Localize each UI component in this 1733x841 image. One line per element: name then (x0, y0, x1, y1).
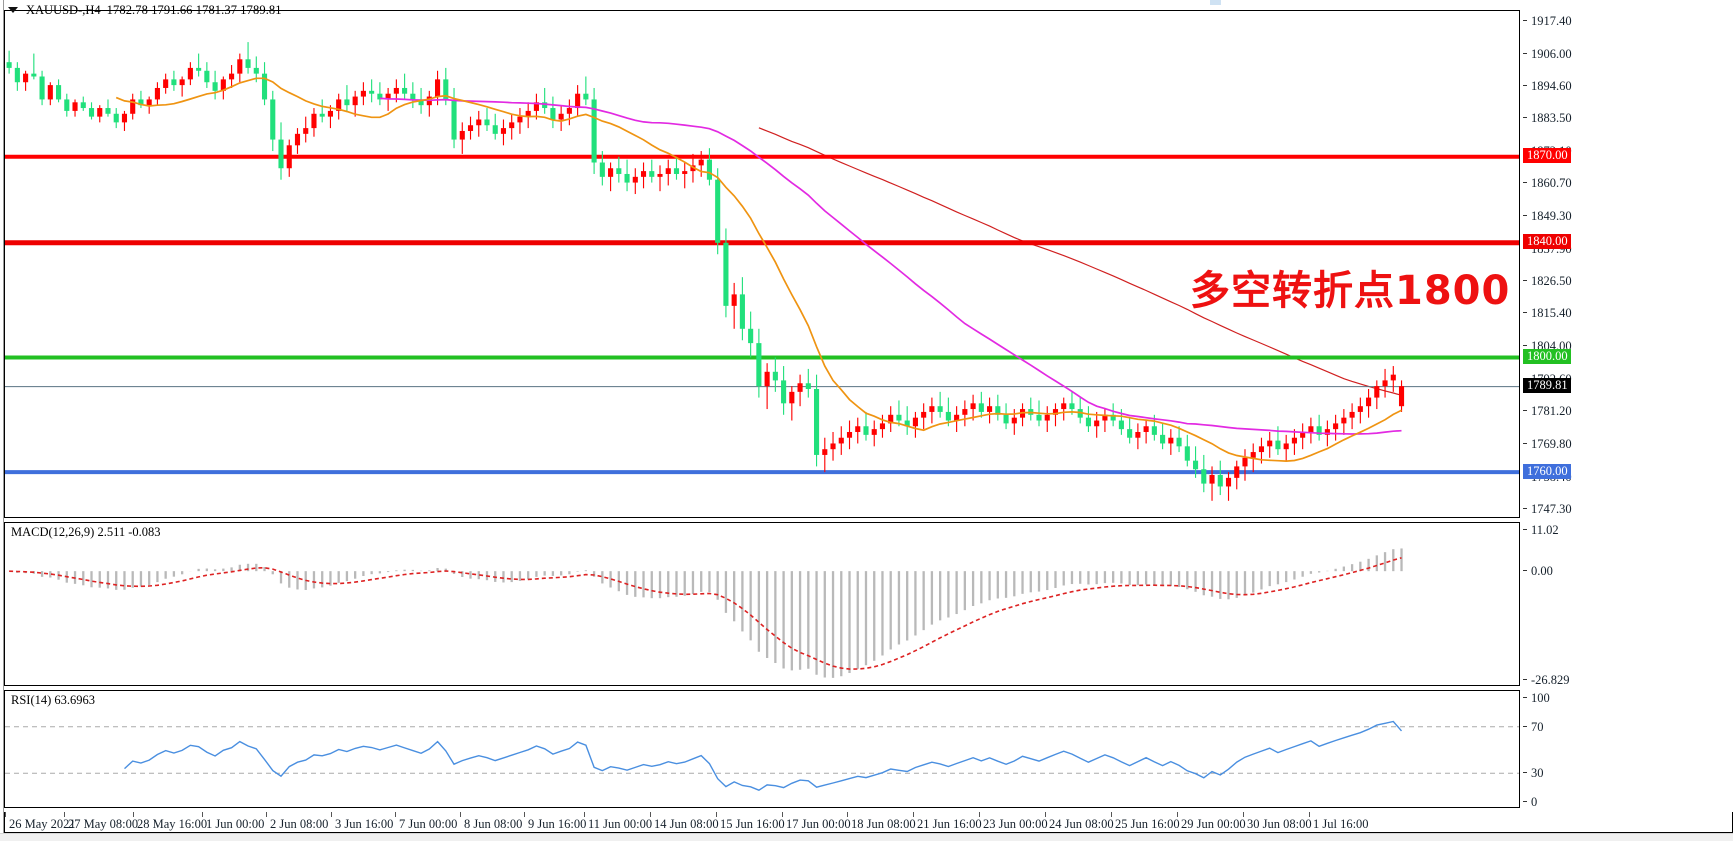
macd-title: MACD(12,26,9) 2.511 -0.083 (11, 525, 161, 539)
time-tick (1309, 812, 1310, 817)
time-tick (979, 812, 980, 817)
price-tick: 1906.00 (1522, 47, 1572, 61)
macd-tick: 11.02 (1522, 523, 1559, 537)
time-label: 14 Jun 08:00 (654, 817, 719, 831)
time-tick (460, 812, 461, 817)
time-tick (1045, 812, 1046, 817)
support-1760-tag[interactable]: 1760.00 (1523, 463, 1571, 479)
quote-bar: XAUUSD-,H4 1782.78 1791.66 1781.37 1789.… (8, 2, 282, 18)
time-label: 17 Jun 00:00 (786, 817, 851, 831)
rsi-tick: 30 (1522, 766, 1544, 780)
price-tick: 1826.50 (1522, 274, 1572, 288)
price-tick: 1894.60 (1522, 79, 1572, 93)
macd-tick: 0.00 (1522, 564, 1553, 578)
time-tick (650, 812, 651, 817)
time-tick (133, 812, 134, 817)
price-tick: 1769.80 (1522, 437, 1572, 451)
price-panel[interactable] (4, 10, 1520, 518)
time-label: 11 Jun 00:00 (588, 817, 653, 831)
price-tick: 1815.40 (1522, 306, 1572, 320)
current-price-line-tag[interactable]: 1789.81 (1523, 378, 1571, 394)
rsi-panel[interactable]: RSI(14) 63.6963 (4, 690, 1520, 808)
price-tick: 1781.20 (1522, 404, 1572, 418)
rsi-tick: 70 (1522, 720, 1544, 734)
time-tick (913, 812, 914, 817)
price-scale[interactable]: 1917.401906.001894.601883.501872.101860.… (1522, 10, 1733, 518)
rsi-plot-area[interactable] (5, 691, 1519, 807)
time-tick (395, 812, 396, 817)
time-tick (1111, 812, 1112, 817)
macd-panel[interactable]: MACD(12,26,9) 2.511 -0.083 (4, 522, 1520, 686)
rsi-tick: 0 (1522, 795, 1537, 809)
left-rail (0, 0, 4, 833)
chevron-down-icon[interactable] (8, 7, 18, 13)
time-label: 29 Jun 00:00 (1181, 817, 1246, 831)
ohlc-values: 1782.78 1791.66 1781.37 1789.81 (106, 2, 282, 17)
rsi-title: RSI(14) 63.6963 (11, 693, 96, 707)
macd-plot-area[interactable] (5, 523, 1519, 685)
time-label: 15 Jun 16:00 (720, 817, 785, 831)
time-tick (782, 812, 783, 817)
price-plot-area[interactable] (5, 11, 1519, 517)
time-label: 30 Jun 08:00 (1247, 817, 1312, 831)
time-label: 24 Jun 08:00 (1049, 817, 1114, 831)
price-tick: 1849.30 (1522, 209, 1572, 223)
top-scroll-marker[interactable] (1210, 0, 1221, 5)
time-label: 27 May 08:00 (68, 817, 139, 831)
pivot-1800-tag[interactable]: 1800.00 (1523, 348, 1571, 364)
time-label: 3 Jun 16:00 (335, 817, 394, 831)
horizontal-scrollbar[interactable] (0, 833, 1733, 841)
price-tick: 1747.30 (1522, 502, 1572, 516)
time-label: 18 Jun 08:00 (851, 817, 916, 831)
time-axis[interactable]: 26 May 2021 27 May 08:00 28 May 16:00 1 Jun… (4, 812, 1733, 833)
time-label: 7 Jun 00:00 (399, 817, 458, 831)
time-label: 21 Jun 16:00 (917, 817, 982, 831)
time-label: 26 May 2021 (9, 817, 76, 831)
time-tick (847, 812, 848, 817)
resistance-1840-tag[interactable]: 1840.00 (1523, 234, 1571, 250)
time-label: 9 Jun 16:00 (528, 817, 587, 831)
price-tick: 1860.70 (1522, 176, 1572, 190)
time-label: 1 Jul 16:00 (1313, 817, 1369, 831)
time-tick (5, 812, 6, 817)
price-tick: 1917.40 (1522, 14, 1572, 28)
macd-scale: 11.02 0.00 -26.829 (1522, 522, 1733, 687)
time-tick (266, 812, 267, 817)
rsi-tick: 100 (1522, 691, 1550, 705)
time-label: 8 Jun 08:00 (464, 817, 523, 831)
time-tick (716, 812, 717, 817)
time-label: 25 Jun 16:00 (1115, 817, 1180, 831)
time-tick (1243, 812, 1244, 817)
time-label: 23 Jun 00:00 (983, 817, 1048, 831)
time-tick (524, 812, 525, 817)
price-tick: 1883.50 (1522, 111, 1572, 125)
chart-annotation: 多空转折点1800 (1190, 268, 1511, 314)
rsi-scale: 100 70 30 0 (1522, 690, 1733, 809)
symbol-label: XAUUSD-,H4 (26, 2, 101, 17)
time-tick (584, 812, 585, 817)
time-tick (202, 812, 203, 817)
time-tick (64, 812, 65, 817)
macd-tick: -26.829 (1522, 673, 1570, 687)
resistance-1870-tag[interactable]: 1870.00 (1523, 148, 1571, 164)
time-tick (331, 812, 332, 817)
time-tick (1177, 812, 1178, 817)
time-label: 1 Jun 00:00 (206, 817, 265, 831)
time-label: 28 May 16:00 (137, 817, 208, 831)
time-label: 2 Jun 08:00 (270, 817, 329, 831)
